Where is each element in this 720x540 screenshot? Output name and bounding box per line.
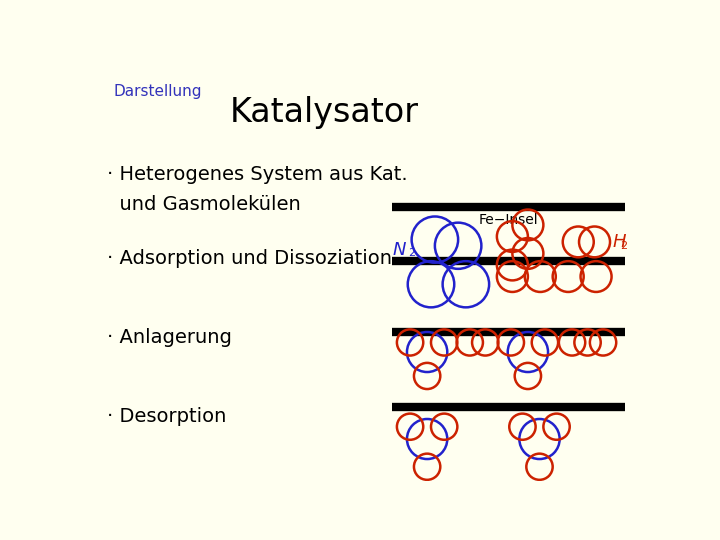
Text: N: N: [392, 241, 406, 259]
Text: Fe−Insel: Fe−Insel: [479, 213, 539, 227]
Text: Katalysator: Katalysator: [230, 96, 419, 129]
Text: 2: 2: [408, 248, 415, 259]
Text: · Heterogenes System aus Kat.: · Heterogenes System aus Kat.: [107, 165, 408, 185]
Text: · Desorption: · Desorption: [107, 407, 226, 426]
Text: · Adsorption und Dissoziation: · Adsorption und Dissoziation: [107, 248, 392, 268]
Text: und Gasmolekülen: und Gasmolekülen: [107, 194, 300, 214]
Text: Darstellung: Darstellung: [113, 84, 202, 99]
Text: H: H: [612, 233, 626, 251]
Text: 2: 2: [620, 241, 627, 251]
Text: · Anlagerung: · Anlagerung: [107, 328, 232, 347]
